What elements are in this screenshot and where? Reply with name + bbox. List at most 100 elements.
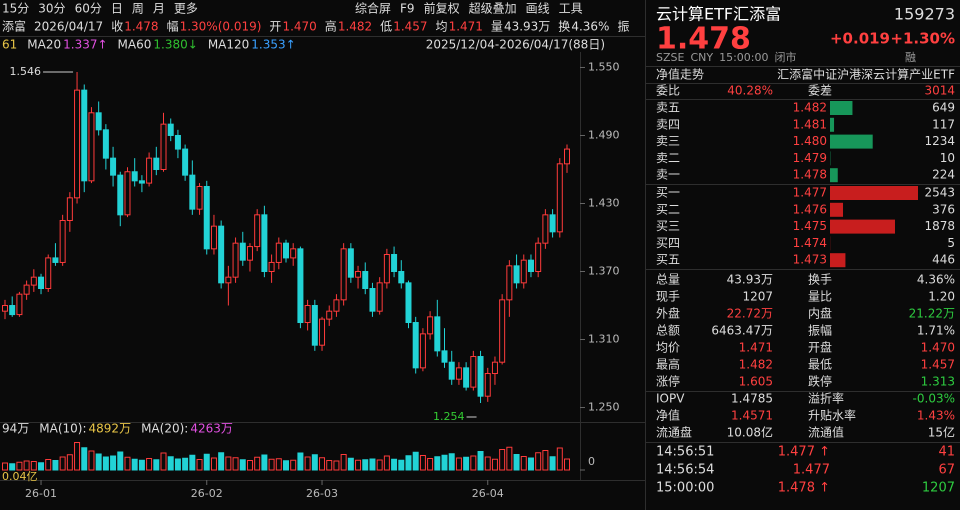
volume-bar (542, 450, 549, 471)
volume-bar (441, 454, 448, 471)
stat-label: 跌停 (808, 374, 832, 389)
volume-bar (463, 456, 470, 471)
candle-body (138, 180, 145, 184)
book-label: 卖一 (656, 168, 680, 182)
candle-body (74, 89, 81, 199)
nav-link[interactable]: 净值走势 (656, 67, 704, 82)
volume-bar (52, 460, 59, 471)
book-volume: 117 (932, 117, 955, 131)
volume-bar (110, 455, 117, 471)
candle-body (340, 248, 347, 301)
book-price: 1.476 (793, 202, 827, 216)
candle-body (391, 254, 398, 273)
volume-bar (470, 455, 477, 471)
volume-bar (16, 461, 23, 471)
period-tab[interactable]: 周 (132, 2, 144, 16)
volume-bar (138, 459, 145, 471)
volume-bar (9, 463, 16, 471)
stat-value: 1.4571 (731, 409, 773, 423)
candle-body (146, 157, 153, 184)
status-item: 闭市 (775, 50, 797, 64)
book-bar (830, 202, 844, 217)
stat-value: 1.20 (928, 290, 955, 304)
book-price: 1.475 (793, 219, 827, 233)
ma-value: 1.380↓ (153, 38, 197, 52)
tool-button[interactable]: 画线 (526, 2, 550, 16)
field-value: 1.30%(0.019) (180, 20, 262, 34)
volume-bar (527, 457, 534, 471)
volume-bar (59, 456, 66, 471)
x-tick-label: 26-01 (25, 487, 57, 500)
candle-body (535, 242, 542, 273)
stat-value: 21.22万 (909, 307, 955, 321)
candle-body (232, 242, 239, 278)
candle-body (81, 89, 88, 182)
field-value: 1.482 (338, 20, 372, 34)
volume-bar (376, 459, 383, 471)
field-value: 1.478 (124, 20, 158, 34)
stat-label: 最低 (808, 358, 832, 372)
period-tab[interactable]: 月 (153, 2, 165, 16)
stat-value: 40.28% (727, 84, 773, 98)
stat-value: 10.08亿 (727, 425, 773, 440)
volume-bar (434, 456, 441, 471)
volume-bar (124, 456, 131, 471)
period-tab[interactable]: 更多 (174, 2, 198, 16)
stat-value: 1.71% (917, 324, 955, 338)
stat-value: 22.72万 (727, 307, 773, 321)
candle-body (110, 157, 117, 176)
book-label: 买一 (656, 186, 680, 200)
candle-body (311, 305, 318, 346)
book-price: 1.478 (793, 168, 827, 182)
period-tab[interactable]: 30分 (38, 2, 65, 16)
y-tick-label: 1.370 (588, 265, 620, 278)
tool-button[interactable]: 综合屏 (355, 1, 391, 16)
field-value: 1.470 (282, 20, 316, 34)
field-value: 1.457 (393, 20, 427, 34)
period-tab[interactable]: 60分 (75, 2, 102, 16)
stat-label: 升贴水率 (808, 408, 856, 423)
volume-bar (225, 456, 232, 471)
volume-bar (549, 456, 556, 471)
candle-body (225, 276, 232, 284)
book-bar (830, 117, 835, 132)
candle-body (23, 284, 30, 295)
candle-body (549, 214, 556, 233)
volume-bar (81, 447, 88, 471)
book-price: 1.477 (793, 186, 827, 200)
candle-body (477, 356, 484, 397)
stat-label: 均价 (656, 341, 680, 355)
volume-bar (383, 455, 390, 471)
high-annotation: 1.546 (10, 65, 42, 78)
candle-body (419, 333, 426, 369)
vol-legend-label: MA(10): (39, 422, 86, 436)
book-label: 买四 (656, 236, 680, 250)
volume-bar (355, 459, 362, 471)
book-volume: 649 (932, 101, 955, 115)
tool-button[interactable]: 工具 (559, 2, 583, 16)
field-label: 低 (380, 20, 392, 34)
volume-bar (405, 455, 412, 471)
candle-body (304, 305, 311, 324)
trade-price: 1.477 (793, 463, 830, 478)
candle-body (383, 254, 390, 284)
volume-bar (218, 452, 225, 471)
volume-bar (484, 456, 491, 471)
stat-label: 量比 (808, 290, 832, 304)
quote-change-pct: +1.30% (890, 30, 955, 48)
period-tab[interactable]: 15分 (2, 2, 29, 16)
candle-body (347, 248, 354, 278)
period-tab[interactable]: 日 (111, 2, 123, 16)
candle-body (556, 163, 563, 233)
book-volume: 224 (932, 168, 955, 182)
book-volume: 446 (932, 253, 955, 267)
tool-button[interactable]: F9 (400, 2, 415, 16)
volume-bar (491, 458, 498, 471)
book-label: 买二 (656, 202, 680, 216)
candle-body (268, 261, 275, 273)
stat-label: 委比 (656, 84, 680, 98)
book-label: 卖三 (656, 134, 680, 148)
tool-button[interactable]: 前复权 (424, 1, 460, 16)
tool-button[interactable]: 超级叠加 (469, 1, 517, 16)
candle-body (88, 112, 95, 182)
